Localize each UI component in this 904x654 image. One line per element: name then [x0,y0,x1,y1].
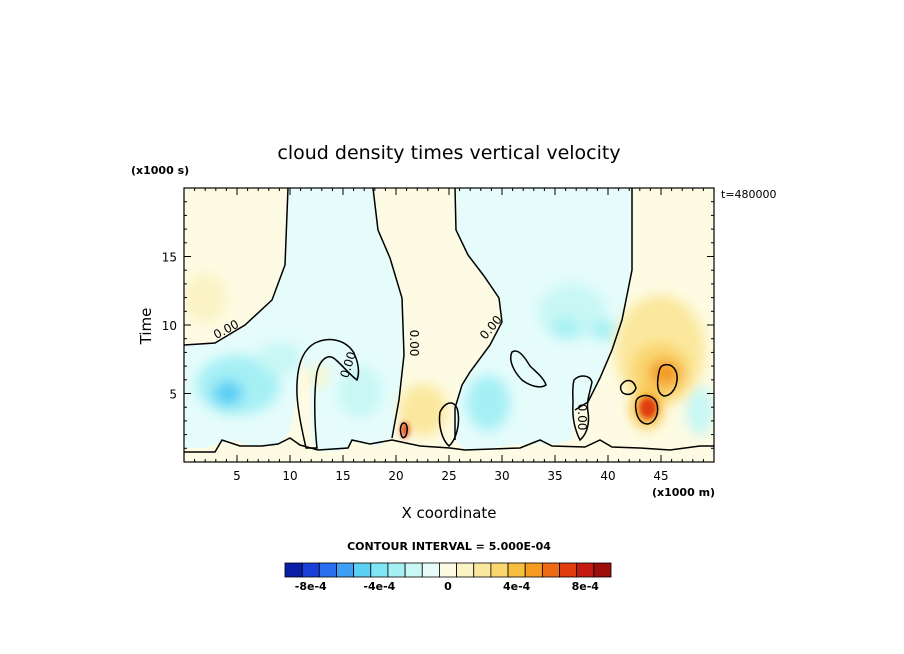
colorbar-swatch [336,562,355,578]
bubble-contour-2 [510,350,547,388]
positive-contour-1 [656,363,678,397]
colorbar-swatch [387,562,406,578]
y-tick-label: 5 [169,388,177,402]
colorbar-label: 4e-4 [503,580,531,593]
y-axis-label: Time [137,308,155,346]
colorbar-label: 8e-4 [572,580,600,593]
x-tick-label: 45 [653,469,668,483]
colorbar-swatch [507,562,526,578]
colorbar-swatch [490,562,509,578]
time-label: t=480000 [721,188,777,201]
x-axis-label: X coordinate [401,504,496,522]
colorbar-swatch [421,562,440,578]
y-ticks: 5 10 15 [162,201,714,449]
colorbar-swatch [370,562,389,578]
x-tick-label: 25 [441,469,456,483]
colorbar-swatch [576,562,595,578]
positive-shading [184,273,705,436]
positive-contour-4 [399,422,408,439]
colorbar-swatch [541,562,560,578]
x-tick-label: 40 [600,469,615,483]
contour-interval: CONTOUR INTERVAL = 5.000E-04 [347,540,551,553]
contour-lines [184,188,714,453]
colorbar-swatch [559,562,578,578]
x-ticks: 5 10 15 20 25 30 35 40 45 [194,188,704,483]
colorbar-label: -8e-4 [295,580,327,593]
zero-contour-mid-left [372,188,405,439]
chart-title: cloud density times vertical velocity [277,142,620,164]
colorbar-swatch [404,562,423,578]
negative-shading [196,284,714,435]
colorbar: -8e-4 -4e-4 0 4e-4 8e-4 [284,562,612,593]
y-unit-label: (x1000 s) [131,164,189,177]
contour-label-3: 0.00 [407,330,421,357]
colorbar-swatch [284,562,303,578]
x-tick-label: 20 [388,469,403,483]
zero-contour-mid-right [454,188,503,440]
colorbar-swatch [301,562,320,578]
colorbar-label: -4e-4 [363,580,395,593]
positive-contour-3 [619,379,637,396]
colorbar-label: 0 [444,580,452,593]
colorbar-swatch [524,562,543,578]
y-tick-label: 10 [162,319,177,333]
colorbar-swatch [456,562,475,578]
colorbar-swatch [439,562,457,578]
colorbar-swatch [353,562,372,578]
colorbar-swatch [473,562,492,578]
x-tick-label: 30 [494,469,509,483]
x-tick-label: 5 [233,469,241,483]
x-tick-label: 15 [335,469,350,483]
x-unit-label: (x1000 m) [652,486,715,499]
plot-area: 0.00 0.00 0.00 0.00 0.00 [184,188,714,462]
bubble-contour-1 [296,338,360,449]
bubble-contour-4 [438,402,460,447]
bubble-contour-3 [572,375,593,442]
x-tick-label: 10 [282,469,297,483]
positive-contour-2 [634,394,659,425]
bottom-contour [184,437,714,453]
colorbar-swatch [318,562,337,578]
contour-label-5: 0.00 [575,404,589,431]
x-tick-label: 35 [547,469,562,483]
y-tick-label: 15 [162,251,177,265]
zero-contour-left [184,188,289,346]
colorbar-swatch [593,562,612,578]
